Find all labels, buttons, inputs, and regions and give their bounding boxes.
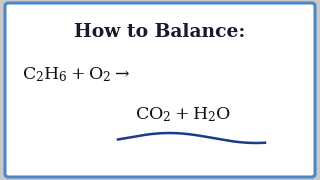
Text: How to Balance:: How to Balance:: [74, 23, 246, 41]
Text: $\mathregular{CO_2 + H_2O}$: $\mathregular{CO_2 + H_2O}$: [135, 106, 231, 124]
Text: $\mathregular{C_2H_6 + O_2 \rightarrow}$: $\mathregular{C_2H_6 + O_2 \rightarrow}$: [22, 66, 130, 84]
FancyBboxPatch shape: [5, 3, 315, 177]
